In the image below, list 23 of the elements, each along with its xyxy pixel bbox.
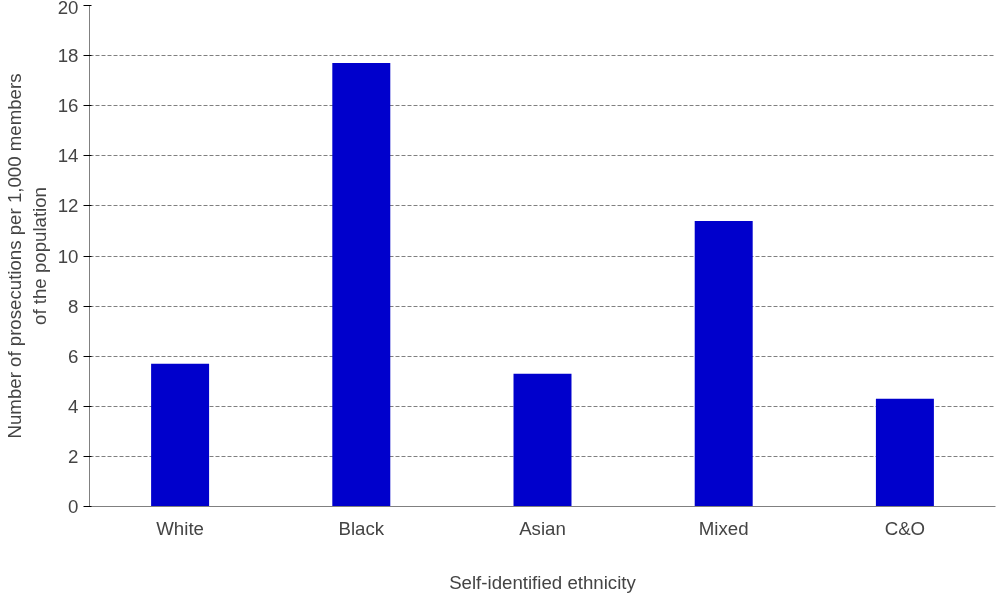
bar xyxy=(875,398,934,507)
y-tick-label: 20 xyxy=(57,0,79,18)
y-tick-label: 6 xyxy=(68,345,79,367)
y-tick-label: 18 xyxy=(57,45,79,67)
y-tick-label: 14 xyxy=(57,145,79,167)
x-tick-label: Mixed xyxy=(698,517,749,539)
y-axis-title: Number of prosecutions per 1,000 members of the population xyxy=(3,73,50,439)
bar xyxy=(332,63,391,507)
x-tick-label: Asian xyxy=(519,517,566,539)
x-tick-label: C&O xyxy=(884,517,926,539)
y-tick-label: 8 xyxy=(68,295,79,317)
x-axis-title: Self-identified ethnicity xyxy=(449,571,637,593)
y-tick-label: 12 xyxy=(57,195,79,217)
y-tick-label: 0 xyxy=(68,496,79,517)
y-tick-label: 2 xyxy=(68,445,79,467)
y-tick-label: 10 xyxy=(57,245,79,267)
bar xyxy=(151,363,210,507)
y-tick-label: 16 xyxy=(57,95,79,117)
x-tick-label: White xyxy=(156,517,204,539)
y-tick-label: 4 xyxy=(68,395,79,417)
x-tick-label: Black xyxy=(338,517,385,539)
bar xyxy=(694,220,753,507)
bar xyxy=(513,373,572,507)
